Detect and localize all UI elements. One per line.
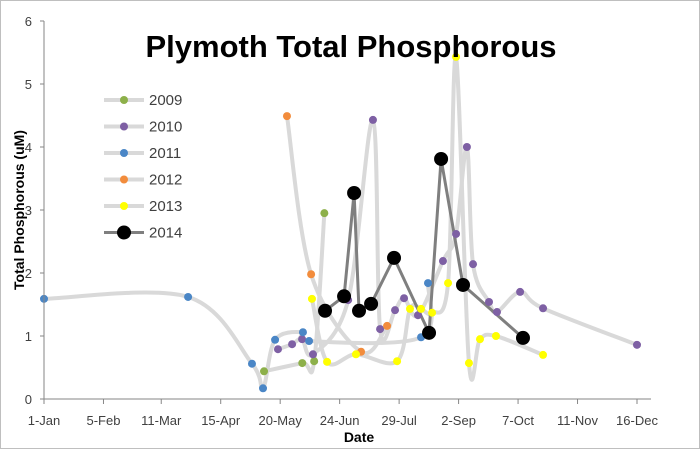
x-tick-label: 29-Jul bbox=[381, 413, 417, 428]
legend-label-2011: 2011 bbox=[149, 145, 181, 162]
legend-label-2014: 2014 bbox=[149, 225, 182, 242]
data-point-2010 bbox=[308, 350, 317, 359]
legend-marker-2013 bbox=[120, 202, 128, 210]
data-point-2012 bbox=[383, 321, 392, 330]
x-tick-label: 11-Mar bbox=[141, 413, 182, 428]
data-point-2014 bbox=[434, 151, 449, 166]
data-point-2010 bbox=[400, 294, 409, 303]
data-point-2013 bbox=[428, 308, 437, 317]
data-point-2011 bbox=[298, 328, 307, 337]
x-axis-label: Date bbox=[344, 429, 375, 445]
data-point-2010 bbox=[288, 340, 297, 349]
data-point-2014 bbox=[318, 303, 333, 318]
y-tick-label: 2 bbox=[25, 266, 32, 281]
legend-label-2010: 2010 bbox=[149, 119, 182, 136]
data-point-2010 bbox=[633, 340, 641, 349]
data-point-2009 bbox=[260, 367, 269, 376]
series-line-2009 bbox=[263, 213, 327, 375]
data-point-2010 bbox=[298, 335, 307, 344]
y-ticks: 0 1 2 3 4 5 6 bbox=[25, 14, 44, 407]
data-point-2009 bbox=[310, 357, 319, 366]
data-point-2011 bbox=[247, 359, 256, 368]
data-point-2014 bbox=[337, 289, 352, 304]
x-tick-label: 16-Dec bbox=[616, 413, 658, 428]
legend-marker-2010 bbox=[120, 122, 128, 131]
data-point-2013 bbox=[405, 304, 414, 313]
data-point-2014 bbox=[456, 277, 471, 292]
data-point-2011 bbox=[184, 292, 193, 301]
chart-title: Plymoth Total Phosphorous bbox=[145, 29, 556, 64]
data-point-2010 bbox=[391, 306, 400, 315]
legend-marker-2012 bbox=[120, 175, 128, 184]
y-axis-label: Total Phosphorous (uM) bbox=[11, 130, 27, 290]
data-point-2011 bbox=[259, 384, 268, 393]
data-point-2010 bbox=[452, 229, 461, 238]
data-point-2010 bbox=[469, 260, 478, 269]
y-tick-label: 1 bbox=[25, 329, 32, 344]
x-tick-label: 5-Feb bbox=[86, 413, 120, 428]
data-point-2012 bbox=[307, 270, 316, 279]
data-point-2014 bbox=[515, 330, 530, 345]
y-tick-label: 3 bbox=[25, 203, 32, 218]
data-point-2013 bbox=[417, 304, 426, 313]
data-point-2010 bbox=[376, 325, 385, 334]
x-ticks: 1-Jan 5-Feb 11-Mar 15-Apr 20-May 24-Jun 29-Jul… bbox=[28, 399, 658, 428]
series-points bbox=[40, 52, 641, 393]
data-point-2011 bbox=[305, 337, 314, 346]
series-line-2014 bbox=[324, 157, 524, 340]
data-point-2014 bbox=[347, 185, 362, 200]
x-tick-label: 24-Jun bbox=[320, 413, 360, 428]
legend: 2009 2010 2011 2012 2013 2014 bbox=[104, 92, 182, 242]
legend-label-2013: 2013 bbox=[149, 198, 182, 215]
data-point-2010 bbox=[492, 308, 501, 317]
data-point-2009 bbox=[320, 209, 329, 218]
data-point-2014 bbox=[352, 303, 367, 318]
legend-marker-2011 bbox=[120, 149, 128, 157]
series-lines bbox=[43, 54, 638, 392]
data-point-2014 bbox=[387, 250, 402, 265]
x-tick-label: 15-Apr bbox=[201, 413, 241, 428]
legend-label-2009: 2009 bbox=[149, 92, 182, 109]
data-point-2013 bbox=[444, 279, 453, 288]
data-point-2010 bbox=[516, 287, 525, 296]
y-tick-label: 6 bbox=[25, 14, 32, 29]
legend-label-2012: 2012 bbox=[149, 172, 182, 189]
x-tick-label: 2-Sep bbox=[441, 413, 476, 428]
data-point-2012 bbox=[282, 112, 291, 121]
data-point-2013 bbox=[464, 359, 473, 368]
y-tick-label: 0 bbox=[25, 392, 32, 407]
data-point-2013 bbox=[323, 357, 332, 366]
data-point-2013 bbox=[539, 350, 548, 359]
data-point-2013 bbox=[393, 357, 402, 366]
data-point-2011 bbox=[424, 279, 433, 288]
data-point-2013 bbox=[475, 335, 484, 344]
data-point-2010 bbox=[413, 311, 422, 320]
data-point-2010 bbox=[273, 345, 282, 354]
series-line-2012 bbox=[284, 115, 389, 356]
data-point-2009 bbox=[298, 359, 307, 368]
data-point-2010 bbox=[438, 257, 447, 266]
data-point-2010 bbox=[368, 115, 377, 124]
data-point-2010 bbox=[539, 304, 548, 313]
x-tick-label: 20-May bbox=[259, 413, 303, 428]
legend-marker-2009 bbox=[120, 96, 128, 104]
y-tick-label: 4 bbox=[25, 140, 32, 155]
data-point-2011 bbox=[271, 335, 280, 344]
data-point-2013 bbox=[452, 52, 461, 61]
x-tick-label: 11-Nov bbox=[557, 413, 598, 428]
y-tick-label: 5 bbox=[25, 77, 32, 92]
data-point-2010 bbox=[462, 143, 471, 151]
data-point-2013 bbox=[307, 294, 316, 303]
data-point-2010 bbox=[485, 297, 494, 306]
x-tick-label: 1-Jan bbox=[28, 413, 61, 428]
data-point-2013 bbox=[491, 332, 500, 340]
data-point-2014 bbox=[422, 325, 437, 340]
legend-marker-2014 bbox=[117, 225, 131, 240]
x-tick-label: 7-Oct bbox=[502, 413, 534, 428]
data-point-2014 bbox=[364, 296, 379, 311]
data-point-2013 bbox=[351, 350, 360, 359]
